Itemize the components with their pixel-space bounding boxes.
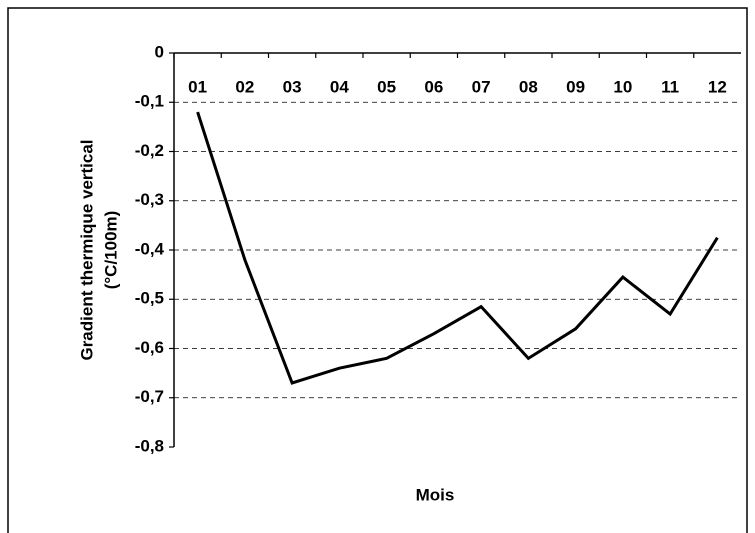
- x-tick-label: 02: [235, 77, 254, 96]
- y-tick-label: 0: [155, 42, 164, 61]
- x-axis-title: Mois: [416, 485, 455, 504]
- y-tick-label: -0,4: [135, 239, 165, 258]
- y-tick-label: -0,1: [135, 92, 164, 111]
- y-tick-label: -0,6: [135, 338, 164, 357]
- y-axis-title: Gradient thermique vertical (°C/100m): [77, 139, 120, 360]
- y-tick-label: -0,7: [135, 387, 164, 406]
- x-tick-label: 04: [330, 77, 349, 96]
- y-tick-label: -0,2: [135, 141, 164, 160]
- y-axis-title-line: Gradient thermique vertical: [77, 139, 96, 360]
- x-tick-label: 05: [377, 77, 396, 96]
- x-tick-label: 09: [566, 77, 585, 96]
- y-tick-label: -0,3: [135, 190, 164, 209]
- x-tick-label: 10: [613, 77, 632, 96]
- x-tick-label: 03: [283, 77, 302, 96]
- chart-frame: [7, 7, 748, 533]
- x-tick-label: 07: [472, 77, 491, 96]
- line-series: [196, 111, 719, 385]
- x-tick-label: 12: [708, 77, 727, 96]
- y-axis-title-line: (°C/100m): [101, 211, 120, 290]
- x-tick-label: 01: [188, 77, 207, 96]
- y-tick-label: -0,5: [135, 289, 164, 308]
- x-tick-label: 08: [519, 77, 538, 96]
- x-tick-label: 06: [424, 77, 443, 96]
- x-tick-label: 11: [661, 77, 679, 96]
- y-tick-label: -0,8: [135, 436, 164, 455]
